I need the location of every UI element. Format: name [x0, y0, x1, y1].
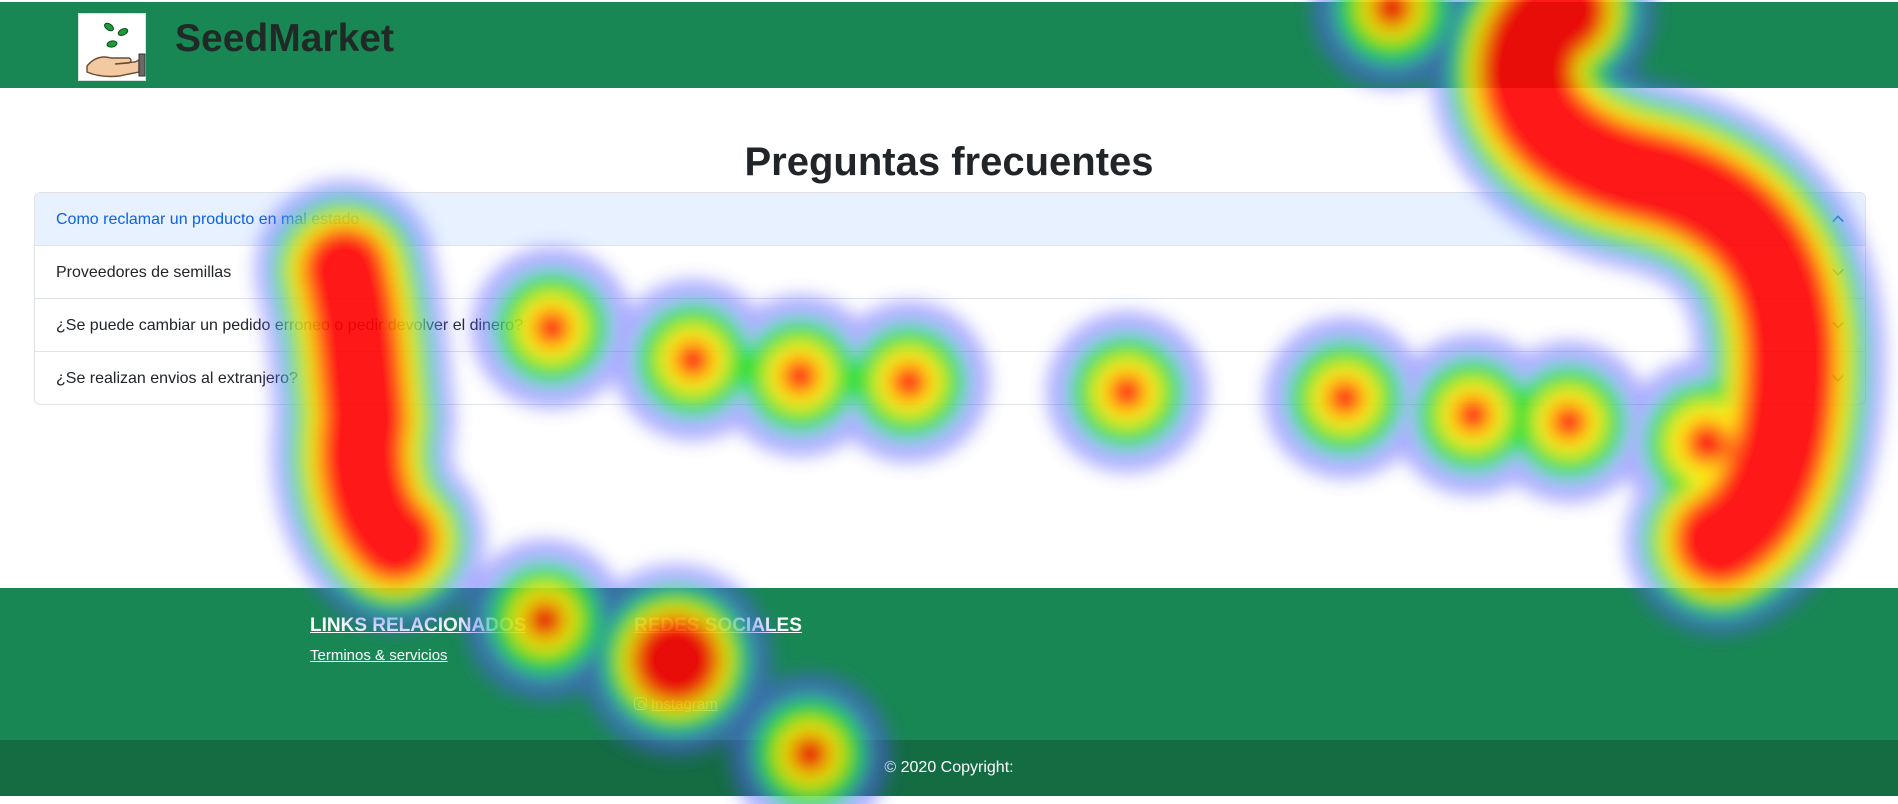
faq-question-label: Como reclamar un producto en mal estado [56, 210, 360, 228]
footer-links-heading: LINKS RELACIONADOS [310, 615, 527, 636]
chevron-up-icon [1832, 215, 1844, 223]
terms-link[interactable]: Terminos & servicios [310, 647, 448, 664]
navbar: SeedMarket [0, 2, 1898, 88]
faq-question-label: Proveedores de semillas [56, 263, 232, 281]
footer: LINKS RELACIONADOS Terminos & servicios … [0, 588, 1898, 740]
chevron-down-icon [1832, 321, 1844, 329]
copyright-text: © 2020 Copyright: [884, 759, 1014, 776]
footer-links-column: LINKS RELACIONADOS Terminos & servicios [310, 614, 526, 664]
chevron-down-icon [1832, 374, 1844, 382]
faq-question-label: ¿Se puede cambiar un pedido erroneo o pe… [56, 316, 523, 334]
faq-item: ¿Se realizan envios al extranjero? [35, 352, 1865, 404]
faq-question-button[interactable]: ¿Se puede cambiar un pedido erroneo o pe… [35, 299, 1865, 352]
faq-item: ¿Se puede cambiar un pedido erroneo o pe… [35, 299, 1865, 352]
faq-question-button[interactable]: Proveedores de semillas [35, 246, 1865, 299]
brand-name[interactable]: SeedMarket [175, 17, 394, 60]
copyright-bar: © 2020 Copyright: [0, 740, 1898, 796]
instagram-icon [634, 697, 647, 710]
footer-social-column: REDES SOCIALES [634, 614, 802, 638]
instagram-link[interactable]: Instagram [634, 696, 718, 713]
logo-icon [86, 22, 146, 78]
faq-question-label: ¿Se realizan envios al extranjero? [56, 369, 298, 387]
instagram-link-label: Instagram [651, 696, 718, 713]
faq-question-button[interactable]: ¿Se realizan envios al extranjero? [35, 352, 1865, 404]
faq-accordion: Como reclamar un producto en mal estado … [34, 192, 1866, 405]
footer-social-heading: REDES SOCIALES [634, 615, 802, 636]
faq-item: Como reclamar un producto en mal estado [35, 193, 1865, 246]
page-title: Preguntas frecuentes [744, 140, 1154, 184]
faq-question-button[interactable]: Como reclamar un producto en mal estado [35, 193, 1865, 246]
faq-item: Proveedores de semillas [35, 246, 1865, 299]
chevron-down-icon [1832, 268, 1844, 276]
seed-hand-logo[interactable] [78, 13, 146, 81]
